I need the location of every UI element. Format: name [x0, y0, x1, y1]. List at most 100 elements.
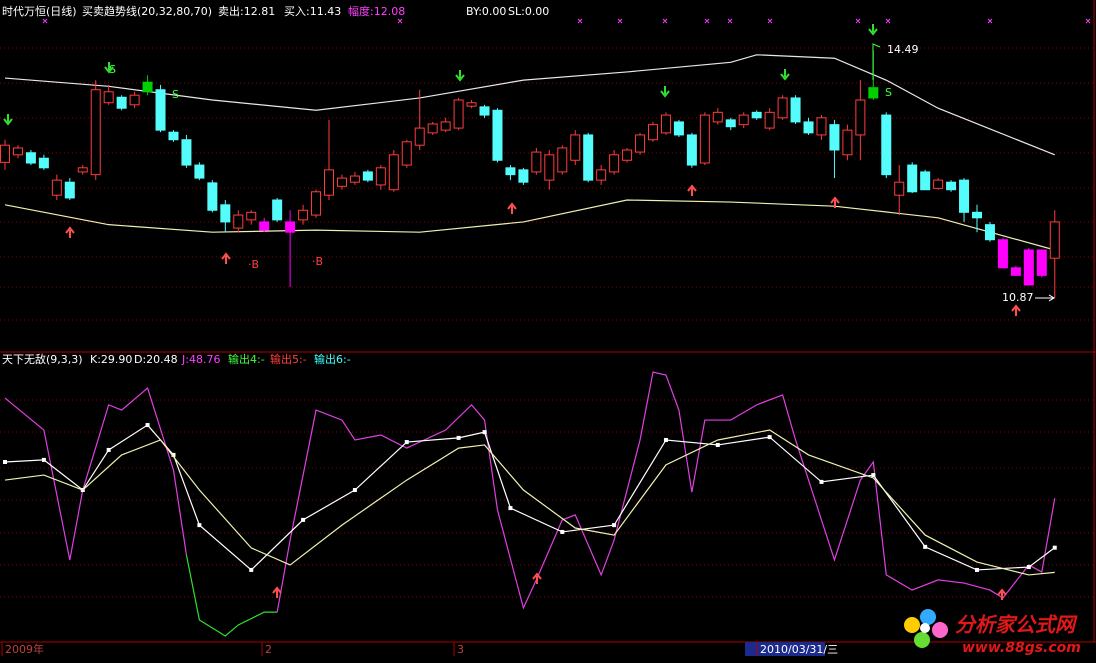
- x-axis-label: 3: [457, 643, 464, 656]
- k-marker: [482, 430, 487, 435]
- candle-body: [207, 182, 218, 211]
- candle-body: [531, 151, 542, 173]
- candle-body: [492, 109, 503, 161]
- line: [4, 199, 1055, 251]
- candle-body: [803, 121, 814, 134]
- candle-body: [25, 152, 36, 164]
- signal-label: ·B: [312, 255, 323, 268]
- k-marker: [663, 437, 668, 442]
- k-marker: [352, 488, 357, 493]
- sell-arrow: [868, 24, 878, 36]
- candle-body: [673, 121, 684, 136]
- buy-arrow: [65, 226, 75, 238]
- candle-body: [609, 154, 620, 173]
- candle-body: [868, 87, 879, 99]
- candle-body: [77, 167, 88, 173]
- candle-body: [129, 94, 140, 106]
- candle-body: [635, 134, 646, 153]
- k-marker: [106, 447, 111, 452]
- candle-body: [855, 99, 866, 136]
- candle-body: [453, 99, 464, 129]
- candle-body: [414, 127, 425, 146]
- k-marker: [3, 459, 7, 464]
- buy-arrow: [221, 252, 231, 264]
- candle-body: [622, 149, 633, 161]
- candle-body: [155, 89, 166, 131]
- header-label: 输出4:-: [228, 352, 265, 366]
- header-label: 卖出:12.81: [218, 4, 275, 18]
- candle-body: [401, 141, 412, 166]
- k-marker: [767, 435, 772, 440]
- candle-body: [259, 221, 270, 231]
- buy-arrow: [830, 196, 840, 208]
- k-marker: [871, 473, 876, 478]
- candle-body: [479, 106, 490, 116]
- watermark: [904, 609, 948, 648]
- sell-arrow: [780, 69, 790, 81]
- k-marker: [404, 440, 409, 445]
- header-label: 幅度:12.08: [348, 4, 405, 18]
- k-marker: [1026, 565, 1031, 570]
- candle-body: [272, 199, 283, 221]
- candle-body: [466, 102, 477, 107]
- candle-body: [12, 147, 23, 156]
- buy-arrow: [532, 572, 542, 584]
- high-pointer: [872, 43, 881, 80]
- low-label: 10.87: [1002, 291, 1034, 304]
- candle-body: [90, 89, 101, 176]
- candle-body: [246, 211, 257, 221]
- candle-body: [997, 239, 1008, 269]
- line: [276, 371, 1056, 613]
- candle-body: [311, 191, 322, 216]
- candle-body: [116, 96, 127, 109]
- candle-body: [233, 214, 244, 229]
- candle-body: [764, 111, 775, 129]
- candle-body: [712, 111, 723, 123]
- line: [185, 554, 278, 637]
- date-highlight: [745, 642, 825, 656]
- watermark-title: 分析家公式网: [955, 613, 1078, 637]
- candle-body: [336, 177, 347, 187]
- signal-label: S: [109, 63, 116, 76]
- k-marker: [197, 523, 202, 528]
- candle-body: [505, 167, 516, 176]
- candle-body: [440, 121, 451, 131]
- line: [4, 387, 188, 561]
- x-axis-label: 2010/03/31/三: [760, 643, 838, 656]
- signal-label: S: [172, 88, 179, 101]
- candle-body: [349, 175, 360, 183]
- k-marker: [975, 567, 979, 572]
- k-marker: [145, 423, 150, 428]
- buy-arrow: [997, 588, 1007, 600]
- candle-body: [933, 179, 944, 189]
- candle-body: [298, 209, 309, 221]
- candle-body: [984, 224, 995, 241]
- candle-body: [686, 134, 697, 166]
- candle-body: [660, 114, 671, 134]
- candle-body: [38, 157, 49, 169]
- k-marker: [249, 567, 254, 572]
- candle-body: [959, 179, 970, 213]
- candle-body: [194, 164, 205, 179]
- buy-arrow: [272, 586, 282, 598]
- candle-body: [596, 169, 607, 181]
- header-label: 天下无敌(9,3,3): [2, 352, 83, 366]
- candle-body: [1010, 267, 1021, 276]
- line: [4, 54, 1055, 156]
- k-marker: [612, 523, 617, 528]
- buy-arrow: [687, 184, 697, 196]
- candle-body: [388, 154, 399, 191]
- candle-body: [220, 204, 231, 223]
- candle-body: [725, 119, 736, 128]
- candle-body: [557, 147, 568, 173]
- header-label: 买卖趋势线(20,32,80,70): [82, 4, 212, 18]
- candle-body: [544, 154, 555, 181]
- candle-body: [946, 181, 957, 191]
- k-marker: [508, 506, 513, 511]
- k-marker: [171, 452, 176, 457]
- candle-body: [907, 164, 918, 193]
- candle-body: [1036, 249, 1047, 276]
- sell-arrow: [660, 86, 670, 98]
- x-axis-label: 2: [265, 643, 272, 656]
